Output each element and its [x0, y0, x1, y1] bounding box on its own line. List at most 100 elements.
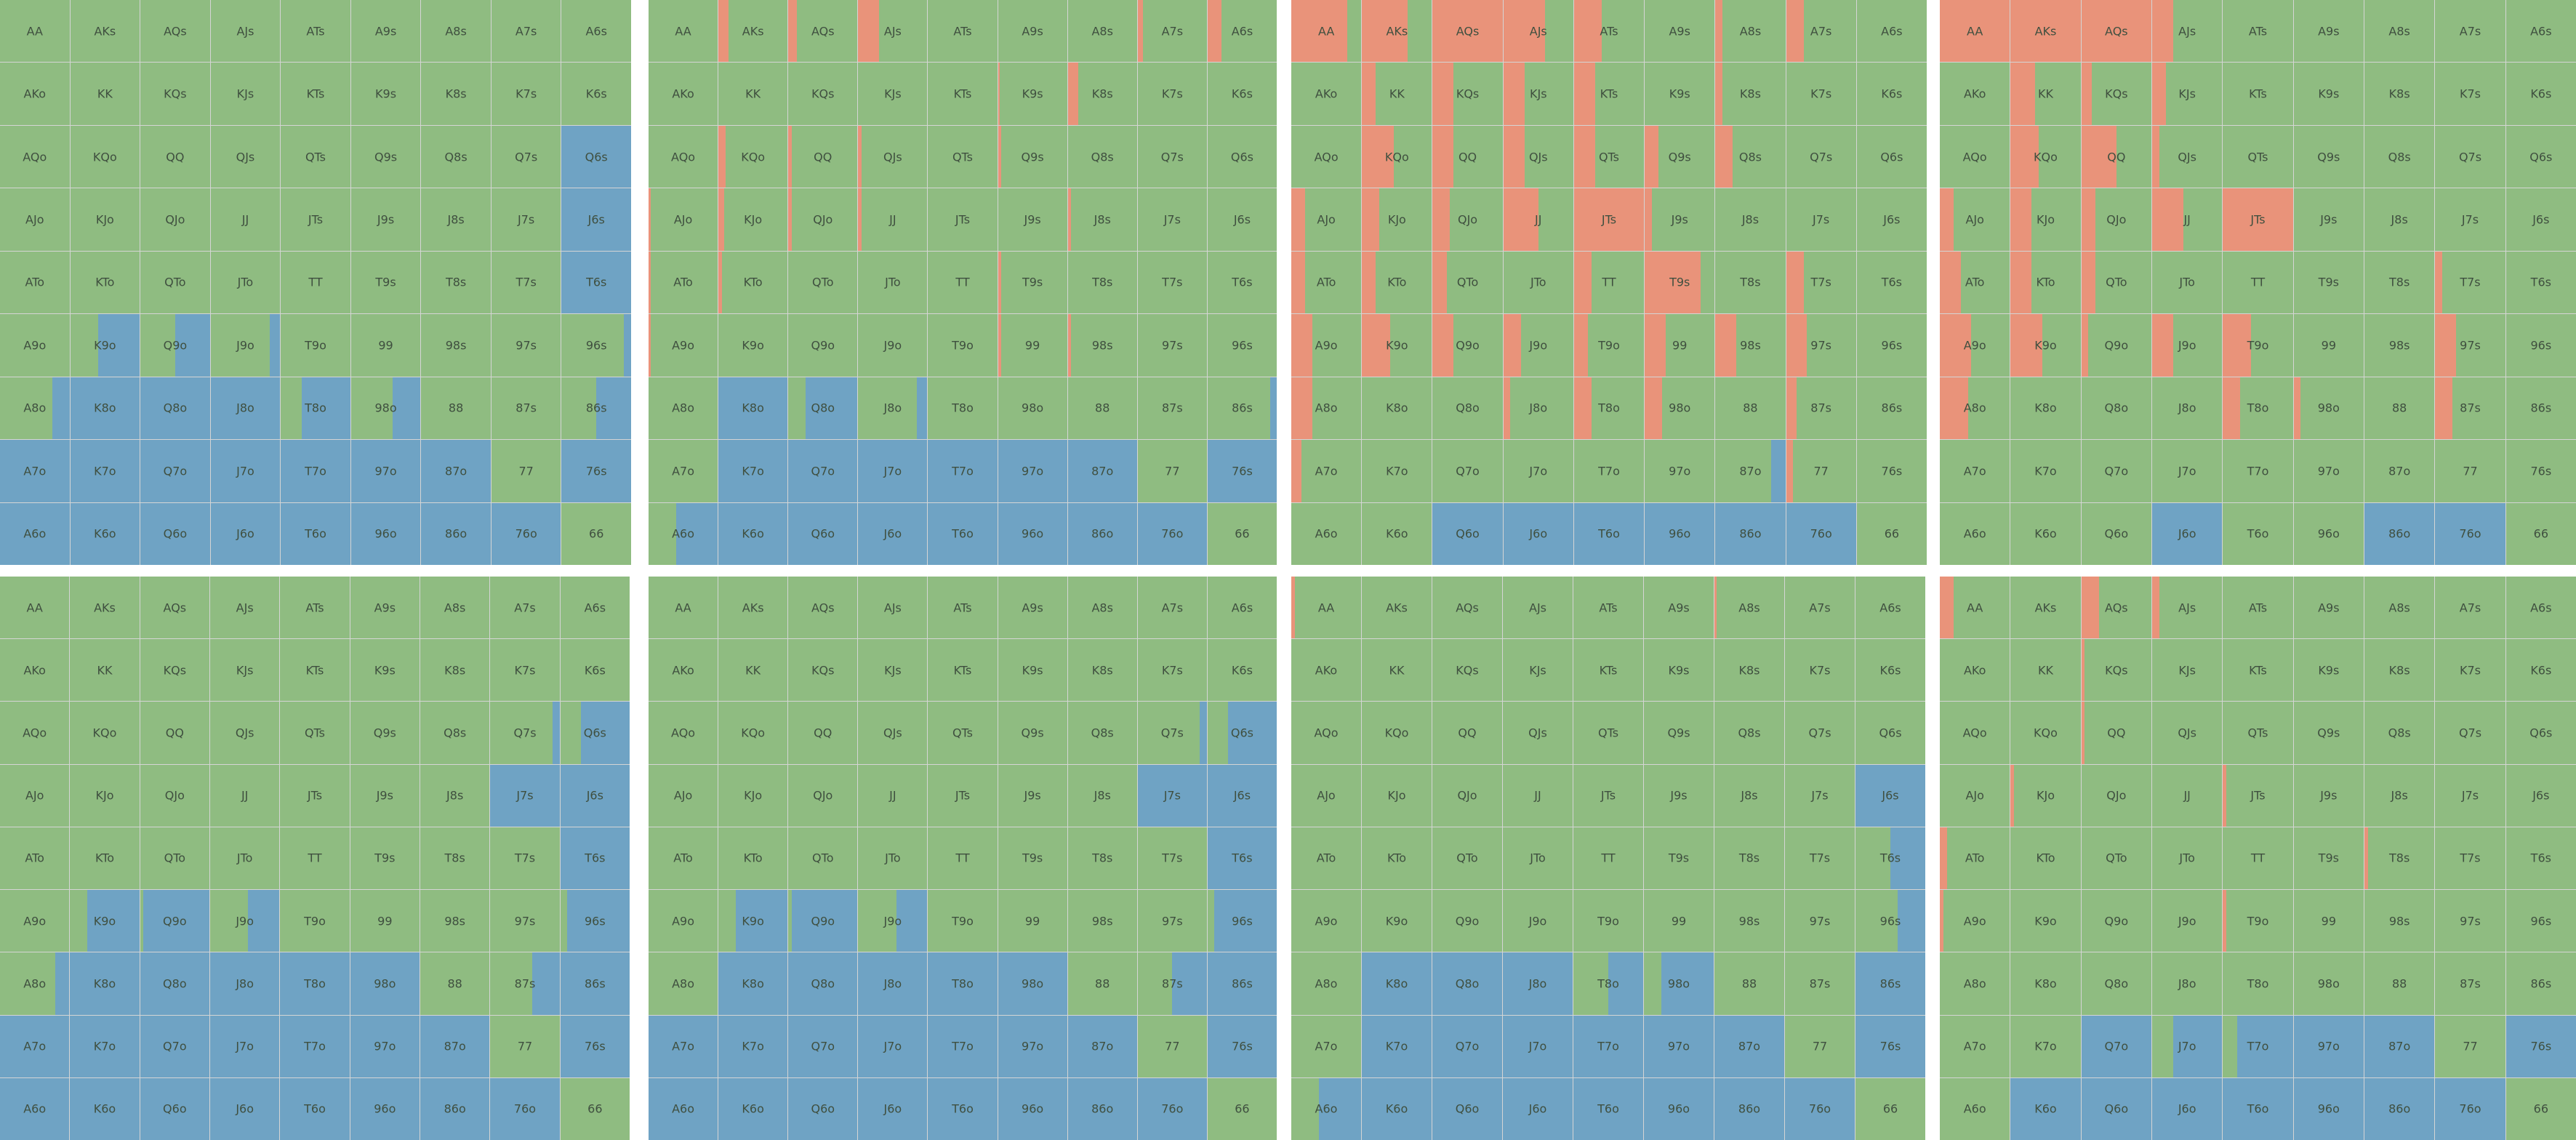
hand-cell[interactable]: J6o	[210, 502, 281, 565]
hand-cell[interactable]: A7o	[0, 1015, 70, 1077]
hand-cell[interactable]: A9o	[0, 314, 70, 377]
hand-cell[interactable]: JTs	[1573, 764, 1643, 827]
hand-cell[interactable]: K7o	[1362, 440, 1432, 502]
hand-cell[interactable]: T6o	[1573, 502, 1645, 565]
hand-cell[interactable]: 88	[1067, 952, 1137, 1015]
hand-cell[interactable]: J7s	[2435, 764, 2505, 827]
hand-cell[interactable]: T9s	[1645, 251, 1715, 314]
hand-cell[interactable]: 98o	[998, 377, 1067, 440]
hand-cell[interactable]: K9o	[2010, 314, 2081, 377]
hand-cell[interactable]: A9s	[1644, 577, 1714, 639]
hand-cell[interactable]: T6s	[561, 251, 631, 314]
hand-cell[interactable]: 97o	[1644, 1015, 1714, 1077]
hand-cell[interactable]: KJo	[1362, 764, 1432, 827]
hand-cell[interactable]: 99	[2293, 314, 2364, 377]
hand-cell[interactable]: 87s	[1137, 377, 1207, 440]
hand-cell[interactable]: 86o	[1715, 502, 1786, 565]
hand-cell[interactable]: KTo	[718, 827, 788, 890]
hand-cell[interactable]: AJs	[210, 0, 281, 63]
hand-cell[interactable]: KQo	[718, 125, 788, 188]
hand-cell[interactable]: AJs	[1503, 0, 1573, 63]
hand-cell[interactable]: Q8s	[2364, 125, 2435, 188]
hand-cell[interactable]: JJ	[858, 764, 928, 827]
hand-cell[interactable]: 86o	[421, 502, 491, 565]
hand-cell[interactable]: 76o	[491, 502, 561, 565]
hand-cell[interactable]: J6s	[2505, 188, 2576, 251]
hand-cell[interactable]: J8o	[2152, 952, 2223, 1015]
hand-cell[interactable]: KJs	[210, 63, 281, 125]
hand-cell[interactable]: 77	[1786, 440, 1856, 502]
hand-cell[interactable]: KJo	[2010, 764, 2081, 827]
hand-cell[interactable]: Q6s	[2505, 125, 2576, 188]
hand-cell[interactable]: A9s	[1645, 0, 1715, 63]
hand-cell[interactable]: 86s	[1856, 377, 1927, 440]
hand-cell[interactable]: A8s	[1067, 577, 1137, 639]
hand-cell[interactable]: J6o	[858, 502, 928, 565]
hand-cell[interactable]: A6s	[1856, 0, 1927, 63]
hand-cell[interactable]: AA	[649, 577, 718, 639]
hand-cell[interactable]: QQ	[2081, 125, 2151, 188]
hand-cell[interactable]: QTo	[2081, 251, 2151, 314]
hand-cell[interactable]: K9o	[2010, 890, 2081, 952]
hand-cell[interactable]: QQ	[2081, 702, 2151, 764]
hand-cell[interactable]: Q9s	[350, 125, 421, 188]
hand-cell[interactable]: K8o	[1362, 377, 1432, 440]
hand-cell[interactable]: 97s	[1137, 890, 1207, 952]
hand-cell[interactable]: T9o	[928, 890, 998, 952]
hand-cell[interactable]: T8o	[2223, 377, 2293, 440]
hand-cell[interactable]: J9s	[998, 764, 1067, 827]
hand-cell[interactable]: QJo	[2081, 188, 2151, 251]
hand-cell[interactable]: 98o	[1645, 377, 1715, 440]
hand-cell[interactable]: J9s	[2293, 188, 2364, 251]
hand-cell[interactable]: Q9o	[788, 890, 858, 952]
hand-cell[interactable]: AJs	[858, 577, 928, 639]
hand-cell[interactable]: K9o	[718, 890, 788, 952]
hand-cell[interactable]: J6o	[210, 1077, 280, 1140]
hand-cell[interactable]: AKs	[718, 577, 788, 639]
hand-cell[interactable]: 66	[561, 502, 631, 565]
hand-cell[interactable]: AKo	[649, 63, 718, 125]
hand-cell[interactable]: 88	[1067, 377, 1137, 440]
hand-cell[interactable]: QJs	[2152, 702, 2223, 764]
hand-cell[interactable]: AKs	[1362, 0, 1432, 63]
hand-cell[interactable]: 97o	[998, 440, 1067, 502]
hand-cell[interactable]: 98s	[1715, 314, 1786, 377]
hand-cell[interactable]: 96s	[561, 314, 631, 377]
hand-cell[interactable]: J9o	[2152, 314, 2223, 377]
hand-cell[interactable]: T6s	[2505, 251, 2576, 314]
hand-cell[interactable]: AQo	[1940, 702, 2010, 764]
hand-cell[interactable]: K6s	[1855, 639, 1925, 702]
hand-cell[interactable]: KTo	[1362, 251, 1432, 314]
hand-cell[interactable]: A8o	[1940, 377, 2010, 440]
hand-cell[interactable]: Q6s	[1207, 125, 1277, 188]
hand-cell[interactable]: 87o	[2364, 440, 2435, 502]
hand-cell[interactable]: 88	[2364, 377, 2435, 440]
hand-cell[interactable]: Q6o	[2081, 1077, 2151, 1140]
hand-cell[interactable]: 97s	[490, 890, 560, 952]
hand-cell[interactable]: A9s	[998, 577, 1067, 639]
hand-cell[interactable]: K7o	[2010, 1015, 2081, 1077]
hand-cell[interactable]: Q7s	[1137, 702, 1207, 764]
hand-cell[interactable]: T6s	[1207, 251, 1277, 314]
hand-cell[interactable]: T8o	[280, 952, 350, 1015]
hand-cell[interactable]: QJs	[858, 125, 928, 188]
hand-cell[interactable]: 87o	[1715, 440, 1786, 502]
hand-cell[interactable]: A7o	[1940, 440, 2010, 502]
hand-cell[interactable]: QJo	[2081, 764, 2151, 827]
hand-cell[interactable]: Q7o	[2081, 440, 2151, 502]
hand-cell[interactable]: T6s	[1855, 827, 1925, 890]
hand-cell[interactable]: AKs	[718, 0, 788, 63]
hand-cell[interactable]: KJo	[718, 764, 788, 827]
hand-cell[interactable]: 76o	[490, 1077, 560, 1140]
hand-cell[interactable]: AA	[649, 0, 718, 63]
hand-cell[interactable]: JJ	[2152, 764, 2223, 827]
hand-cell[interactable]: T7s	[490, 827, 560, 890]
hand-cell[interactable]: A9o	[1291, 314, 1362, 377]
hand-cell[interactable]: ATs	[1573, 577, 1643, 639]
hand-cell[interactable]: AA	[1291, 0, 1362, 63]
hand-cell[interactable]: AJo	[1940, 188, 2010, 251]
hand-cell[interactable]: 96s	[2505, 314, 2576, 377]
hand-cell[interactable]: A6o	[1291, 502, 1362, 565]
hand-cell[interactable]: 87o	[1067, 1015, 1137, 1077]
hand-cell[interactable]: A6o	[649, 502, 718, 565]
